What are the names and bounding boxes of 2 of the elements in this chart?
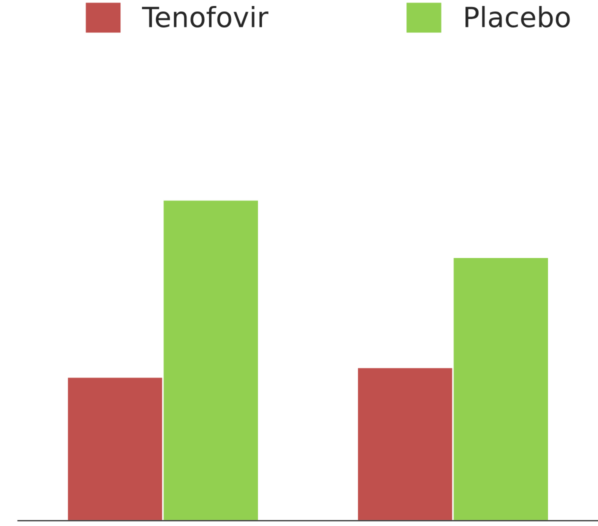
legend-label: Tenofovir — [142, 6, 268, 28]
legend-label: Placebo — [466, 6, 570, 28]
